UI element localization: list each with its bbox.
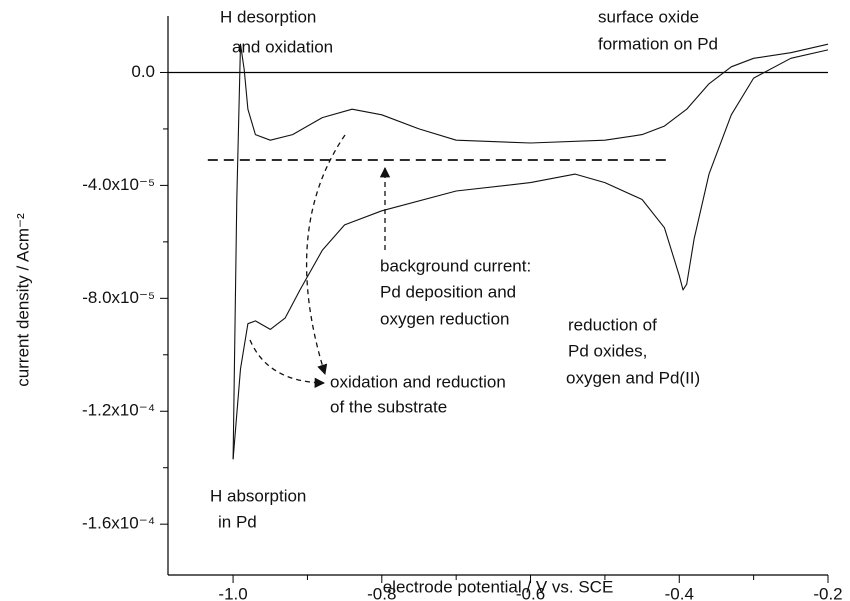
y-tick-label: -4.0x10⁻⁵ — [82, 175, 155, 194]
annotation: and oxidation — [232, 37, 333, 56]
annotation: Pd deposition and — [380, 282, 516, 301]
annotation: in Pd — [218, 512, 257, 531]
x-tick-label: -0.2 — [813, 584, 842, 601]
annotation: Pd oxides, — [568, 341, 647, 360]
x-tick-label: -0.6 — [516, 584, 545, 601]
y-tick-label: -1.6x10⁻⁴ — [82, 514, 155, 533]
annotation: H desorption — [220, 7, 316, 26]
arrow — [249, 339, 326, 389]
curve — [232, 49, 829, 460]
curve — [232, 43, 829, 460]
x-tick-label: -0.8 — [367, 584, 396, 601]
arrow — [305, 134, 346, 375]
annotation: oxidation and reduction — [330, 372, 506, 391]
annotation: formation on Pd — [598, 34, 718, 53]
y-tick-label: -8.0x10⁻⁵ — [82, 288, 155, 307]
annotation: oxygen reduction — [380, 309, 509, 328]
annotation: oxygen and Pd(II) — [566, 368, 700, 387]
x-tick-label: -0.4 — [665, 584, 694, 601]
annotation: background current: — [380, 256, 531, 275]
y-axis-label: current density / Acm⁻² — [13, 213, 32, 387]
annotation: surface oxide — [598, 7, 699, 26]
x-axis-label: electrode potential / V vs. SCE — [383, 577, 614, 596]
annotation: H absorption — [210, 486, 306, 505]
y-tick-label: -1.2x10⁻⁴ — [82, 401, 155, 420]
annotation: reduction of — [568, 315, 657, 334]
x-tick-label: -1.0 — [218, 584, 247, 601]
y-tick-label: 0.0 — [131, 62, 155, 81]
annotation: of the substrate — [330, 397, 447, 416]
